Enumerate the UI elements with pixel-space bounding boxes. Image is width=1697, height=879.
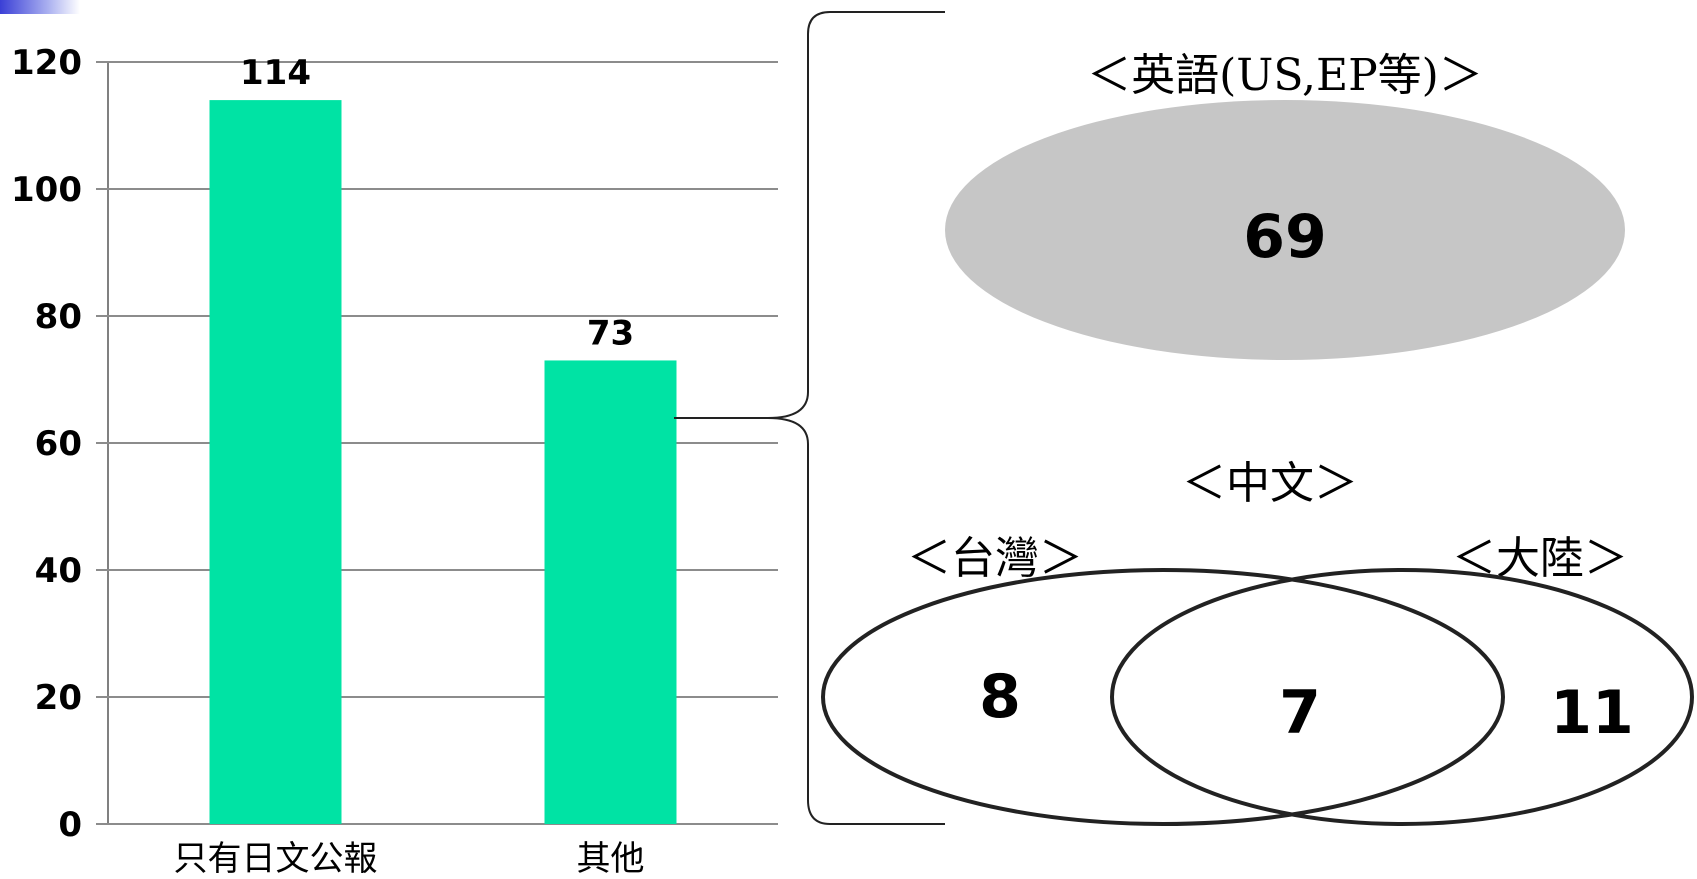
taiwan-only-count: 8 xyxy=(979,662,1021,732)
x-category-label-2: 其他 xyxy=(577,839,645,879)
bar-2 xyxy=(544,360,677,824)
x-category-labels: 只有日文公報 其他 xyxy=(174,839,645,879)
y-tick-label-80: 80 xyxy=(35,297,82,337)
bar-data-label-1: 114 xyxy=(240,53,311,93)
breakdown-bracket xyxy=(674,11,945,825)
x-category-label-1: 只有日文公報 xyxy=(174,839,378,879)
y-tick-label-60: 60 xyxy=(35,424,82,464)
english-count: 69 xyxy=(1243,202,1327,272)
corner-gradient-bar xyxy=(0,0,80,14)
bars xyxy=(209,100,677,825)
taiwan-ellipse xyxy=(821,568,1505,826)
english-group-label: ＜英語(US,EP等)＞ xyxy=(1087,50,1483,101)
mainland-only-count: 11 xyxy=(1550,678,1634,748)
y-tick-label-120: 120 xyxy=(11,43,82,83)
chinese-group-label: ＜中文＞ xyxy=(1182,458,1358,509)
y-tick-label-20: 20 xyxy=(35,678,82,718)
y-tick-label-40: 40 xyxy=(35,551,82,591)
english-ellipse xyxy=(945,100,1625,360)
bar-data-labels: 114 73 xyxy=(240,53,634,353)
overlap-count: 7 xyxy=(1279,678,1321,748)
y-tick-label-100: 100 xyxy=(11,170,82,210)
bar-1 xyxy=(209,100,342,825)
y-tick-labels: 0 20 40 60 80 100 120 xyxy=(11,43,82,845)
y-tick-label-0: 0 xyxy=(58,805,82,845)
bar-data-label-2: 73 xyxy=(587,313,634,353)
mainland-ellipse xyxy=(1110,568,1694,826)
